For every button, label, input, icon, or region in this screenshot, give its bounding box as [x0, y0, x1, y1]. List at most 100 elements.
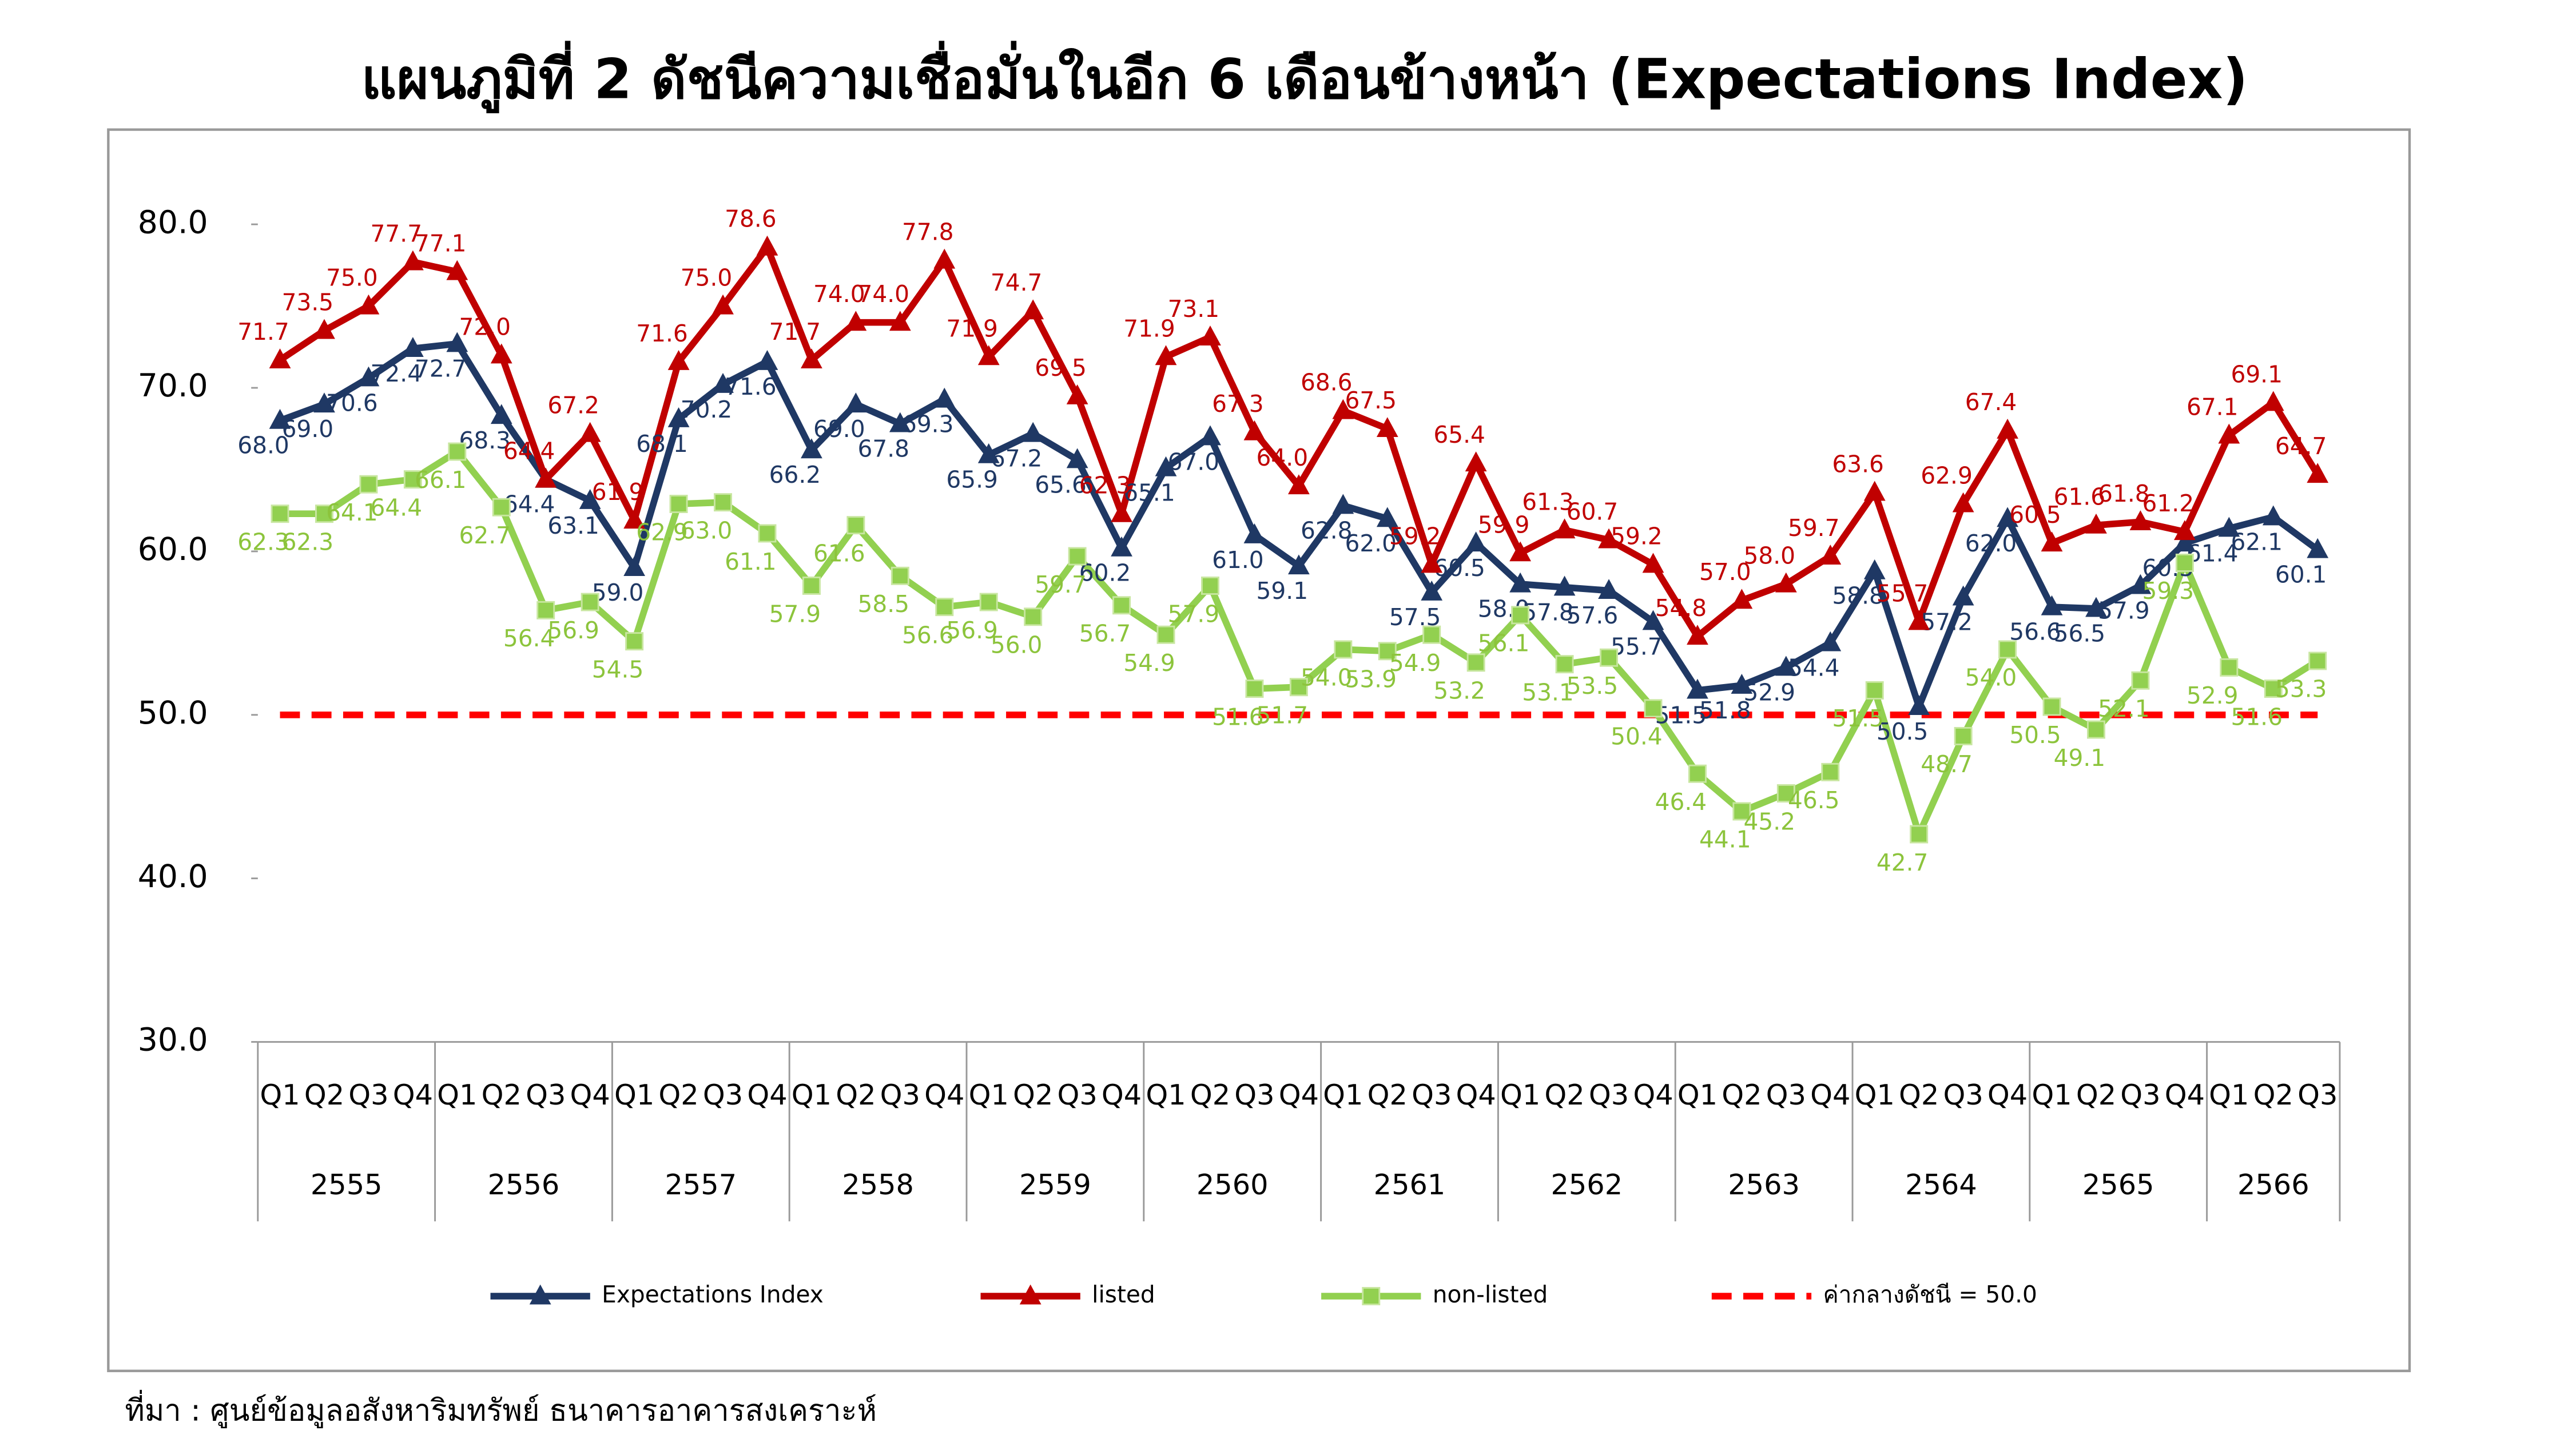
marker [1376, 417, 1398, 438]
marker [1066, 384, 1088, 404]
y-tick-label: 60.0 [138, 531, 208, 568]
data-label: 67.5 [1345, 387, 1397, 414]
data-label: 63.6 [1832, 451, 1884, 478]
data-label: 54.4 [1788, 654, 1840, 681]
data-label: 62.1 [2231, 528, 2283, 555]
marker [1598, 579, 1620, 599]
y-tick-label: 70.0 [138, 368, 208, 404]
x-tick-label: Q2 [482, 1078, 522, 1111]
data-label: 59.7 [1788, 514, 1840, 542]
data-label: 55.7 [1877, 579, 1929, 607]
group-label: 2564 [1905, 1168, 1977, 1201]
marker [1998, 640, 2017, 659]
data-label: 56.7 [1079, 620, 1131, 647]
marker [448, 442, 467, 461]
data-label: 56.9 [547, 617, 599, 644]
data-label: 69.0 [282, 415, 334, 443]
data-label: 61.2 [2142, 490, 2195, 517]
data-label: 72.7 [415, 355, 467, 382]
data-label: 53.5 [1567, 672, 1619, 700]
marker [1068, 547, 1087, 566]
data-label: 53.2 [1433, 677, 1485, 705]
marker [271, 504, 289, 523]
data-label: 54.0 [1301, 664, 1353, 692]
marker [1022, 299, 1044, 320]
marker [1024, 607, 1043, 626]
data-label: 59.1 [1257, 577, 1309, 605]
marker [1022, 422, 1044, 442]
marker [801, 438, 822, 459]
data-label: 71.9 [1123, 315, 1175, 342]
marker [581, 593, 599, 611]
data-label: 62.7 [459, 522, 511, 549]
marker [1819, 631, 1842, 651]
x-tick-label: Q1 [1323, 1078, 1363, 1111]
marker [492, 498, 511, 517]
marker [2307, 463, 2329, 483]
marker [1509, 541, 1532, 562]
marker [1289, 678, 1308, 697]
group-label: 2565 [2082, 1168, 2154, 1201]
marker [1952, 585, 1974, 606]
data-label: 50.5 [1877, 718, 1929, 745]
group-label: 2556 [488, 1168, 560, 1201]
marker [1908, 610, 1930, 630]
data-label: 57.9 [769, 600, 821, 627]
marker [1334, 640, 1353, 659]
marker [669, 495, 688, 514]
data-label: 64.4 [371, 494, 423, 521]
data-label: 70.6 [326, 389, 378, 416]
x-tick-label: Q3 [1589, 1078, 1629, 1111]
marker [1865, 681, 1884, 700]
marker [1111, 536, 1132, 557]
data-label: 50.4 [1611, 723, 1663, 750]
data-label: 57.2 [1921, 608, 1973, 635]
marker [1775, 656, 1797, 676]
marker [623, 508, 646, 529]
data-label: 61.6 [813, 539, 865, 567]
x-tick-label: Q1 [614, 1078, 654, 1111]
group-label: 2558 [842, 1168, 914, 1201]
x-tick-label: Q4 [1102, 1078, 1142, 1111]
marker [1688, 764, 1707, 783]
marker [712, 294, 734, 315]
data-label: 71.7 [237, 318, 289, 345]
marker [891, 566, 909, 585]
data-label: 56.0 [991, 631, 1043, 659]
marker [357, 294, 380, 315]
marker [1908, 695, 1930, 716]
legend-label: ค่ากลางดัชนี = 50.0 [1823, 1281, 2037, 1308]
data-label: 48.7 [1921, 750, 1973, 778]
data-label: 59.3 [2142, 577, 2195, 605]
data-label: 69.5 [1035, 354, 1087, 382]
data-label: 62.3 [1079, 472, 1131, 499]
data-label: 68.6 [1301, 369, 1353, 396]
marker [1243, 420, 1266, 440]
marker [1288, 474, 1310, 495]
data-label: 56.1 [1478, 630, 1530, 657]
x-tick-label: Q4 [747, 1078, 787, 1111]
data-label: 72.4 [371, 360, 423, 387]
marker [313, 319, 335, 339]
marker [935, 598, 954, 617]
data-label: 62.9 [636, 518, 688, 546]
data-label: 75.0 [326, 264, 378, 292]
group-label: 2559 [1019, 1168, 1091, 1201]
marker [801, 348, 822, 368]
marker [2087, 720, 2105, 739]
marker [714, 493, 733, 512]
x-tick-label: Q3 [2297, 1078, 2338, 1111]
marker [1155, 456, 1177, 476]
marker [315, 504, 333, 523]
marker [1598, 528, 1620, 549]
data-label: 46.4 [1655, 788, 1707, 816]
group-label: 2557 [665, 1168, 737, 1201]
marker [845, 392, 867, 413]
marker [1465, 531, 1487, 552]
marker [1509, 572, 1532, 593]
data-label: 51.7 [1257, 701, 1309, 729]
marker [756, 349, 778, 370]
marker [269, 408, 291, 429]
data-label: 69.0 [813, 415, 865, 443]
